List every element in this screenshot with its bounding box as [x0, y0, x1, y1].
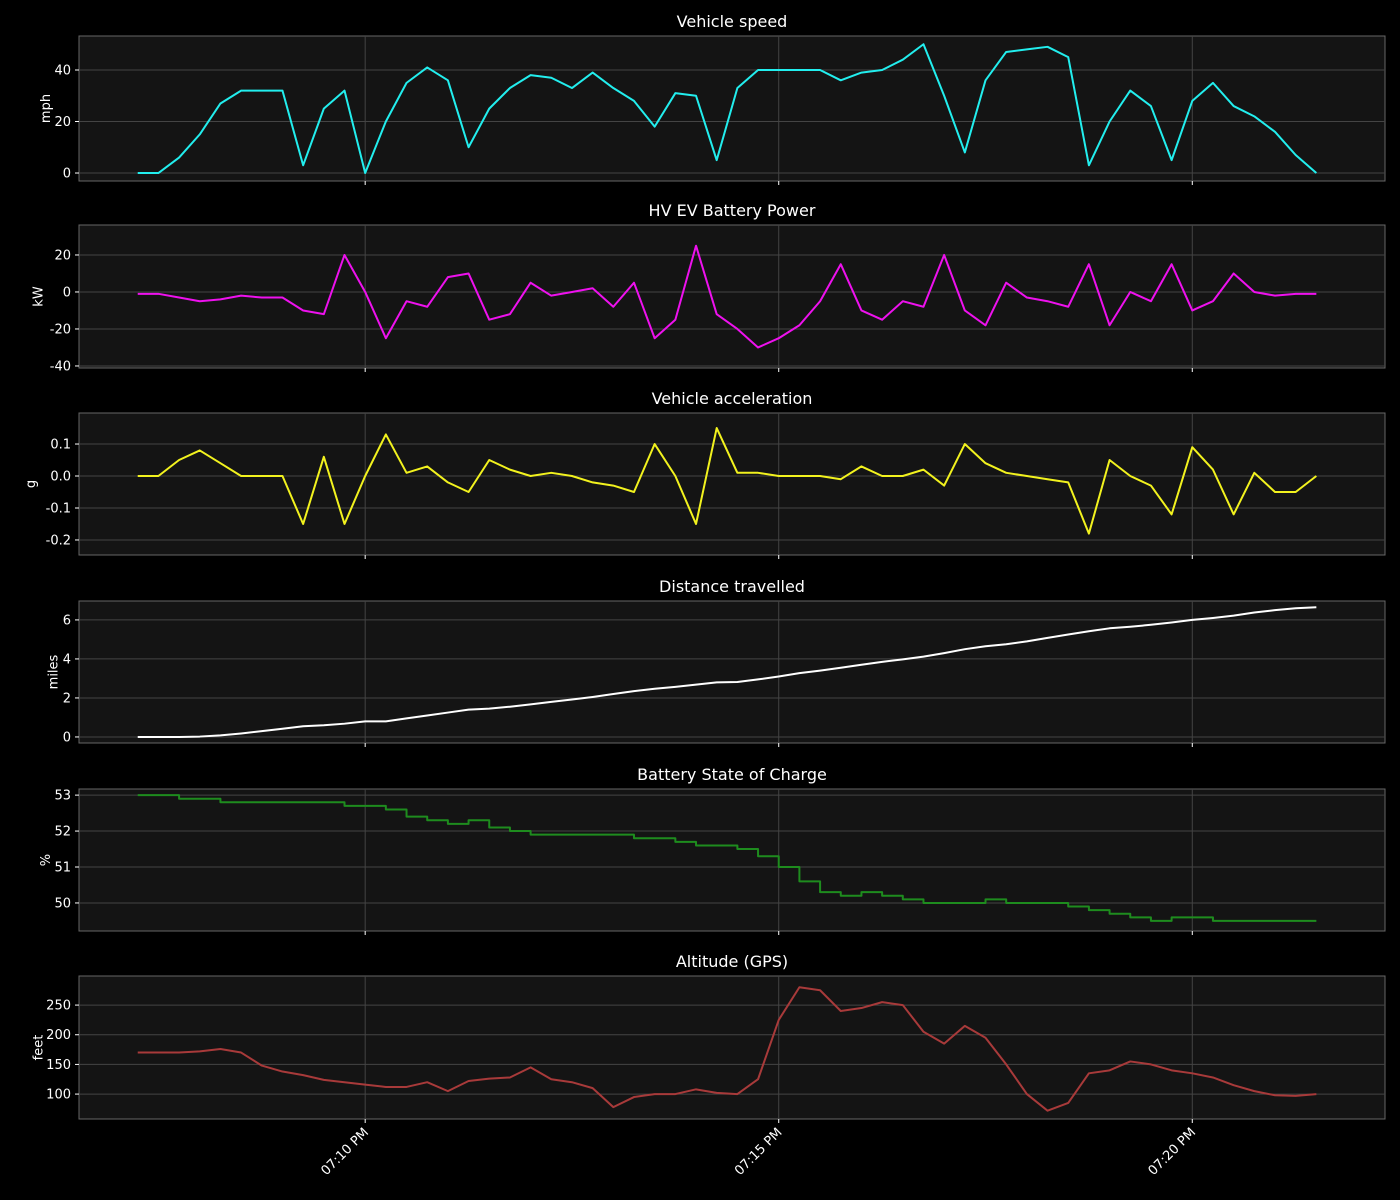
y-tick-label: -20 [50, 322, 71, 337]
chart-title: Battery State of Charge [637, 765, 827, 784]
chart-title: Vehicle acceleration [652, 389, 813, 408]
data-line [137, 427, 1317, 535]
y-tick-label: 6 [63, 613, 71, 628]
data-line [137, 244, 1317, 349]
y-tick-label: 0 [63, 285, 71, 300]
y-tick-label: 20 [54, 248, 71, 263]
plot-area [78, 412, 1386, 556]
y-tick-label: 0.1 [50, 438, 71, 453]
y-axis-label: miles [47, 654, 62, 689]
chart-title: Distance travelled [659, 577, 805, 596]
y-tick-label: -40 [50, 359, 71, 374]
y-axis-label: mph [39, 94, 54, 123]
y-tick-label: 0 [63, 167, 71, 182]
data-line [137, 606, 1317, 738]
y-tick-label: 51 [54, 861, 71, 876]
y-tick-label: 100 [46, 1088, 71, 1103]
y-tick-label: 0 [63, 730, 71, 745]
y-tick-label: -0.2 [46, 533, 71, 548]
y-tick-label: 2 [63, 691, 71, 706]
y-tick-label: 150 [46, 1058, 71, 1073]
plot-area [78, 975, 1386, 1120]
y-axis-label: g [24, 480, 39, 488]
chart-title: Altitude (GPS) [676, 952, 788, 971]
y-tick-label: 40 [54, 63, 71, 78]
plot-area [78, 600, 1386, 744]
y-tick-label: 0.0 [50, 470, 71, 485]
y-tick-label: 250 [46, 999, 71, 1014]
y-tick-label: 52 [54, 825, 71, 840]
chart-title: HV EV Battery Power [649, 201, 816, 220]
y-axis-label: feet [32, 1035, 47, 1061]
y-tick-label: 4 [63, 652, 71, 667]
data-line [137, 794, 1317, 922]
plot-area [78, 788, 1386, 932]
chart-title: Vehicle speed [677, 12, 788, 31]
y-tick-label: 50 [54, 896, 71, 911]
y-tick-label: -0.1 [46, 501, 71, 516]
data-line [137, 986, 1317, 1112]
plot-area [78, 224, 1386, 369]
y-axis-label: % [39, 854, 54, 866]
y-tick-label: 200 [46, 1028, 71, 1043]
y-axis-label: kW [32, 286, 47, 307]
y-tick-label: 53 [54, 789, 71, 804]
data-line [137, 43, 1318, 175]
y-tick-label: 20 [54, 115, 71, 130]
